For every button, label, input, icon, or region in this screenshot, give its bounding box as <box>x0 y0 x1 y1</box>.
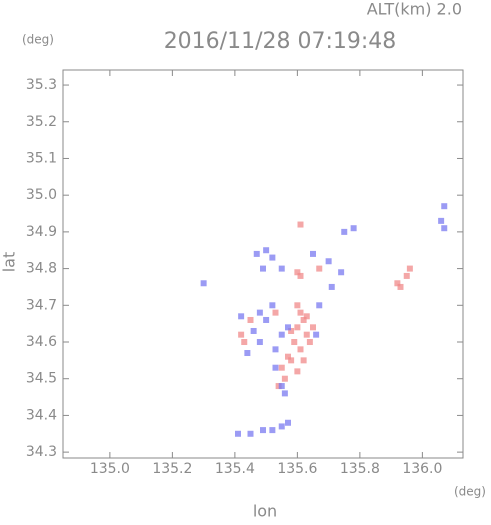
echo-point <box>441 203 448 210</box>
echo-point <box>253 250 260 257</box>
echo-point <box>406 265 413 272</box>
y-unit: (deg) <box>22 33 54 47</box>
x-tick-label: 135.6 <box>277 461 317 477</box>
echo-point <box>278 265 285 272</box>
echo-point <box>269 302 276 309</box>
echo-point <box>278 383 285 390</box>
echo-point <box>244 350 251 357</box>
echo-point <box>269 254 276 261</box>
echo-point <box>250 327 257 334</box>
echo-point <box>297 309 304 316</box>
echo-point <box>306 339 313 346</box>
echo-point <box>328 283 335 290</box>
echo-point <box>278 423 285 430</box>
echo-point <box>281 375 288 382</box>
echo-point <box>281 390 288 397</box>
altitude-label: ALT(km) 2.0 <box>367 0 462 19</box>
echo-point <box>238 313 245 320</box>
echo-point <box>341 228 348 235</box>
echo-point <box>238 331 245 338</box>
echo-point <box>256 339 263 346</box>
echo-point <box>310 250 316 257</box>
x-tick-label: 136.0 <box>402 461 442 477</box>
echo-point <box>397 283 404 290</box>
echo-point <box>294 324 301 331</box>
y-axis-label: lat <box>0 252 19 273</box>
echo-point <box>316 302 323 309</box>
echo-point <box>291 339 298 346</box>
echo-point <box>200 280 207 287</box>
echo-point <box>313 331 320 338</box>
echo-point <box>394 280 401 287</box>
echo-point <box>278 364 285 371</box>
x-tick-label: 135.8 <box>340 461 380 477</box>
echo-point <box>297 346 304 353</box>
x-tick-label: 135.4 <box>215 461 255 477</box>
x-tick-label: 135.0 <box>90 461 130 477</box>
echo-point <box>247 316 254 323</box>
y-tick-label: 34.3 <box>26 444 57 460</box>
echo-point <box>288 327 295 334</box>
y-tick-label: 34.5 <box>26 371 57 387</box>
x-axis-label: lon <box>253 502 277 521</box>
y-tick-label: 34.4 <box>26 407 57 423</box>
echo-point <box>241 339 248 346</box>
echo-point <box>275 383 282 390</box>
echo-point <box>294 269 301 276</box>
echo-point <box>260 427 266 434</box>
echo-point <box>297 272 304 279</box>
echo-point <box>235 430 241 437</box>
y-tick-label: 35.1 <box>26 150 57 166</box>
y-tick-label: 34.8 <box>26 261 57 277</box>
y-tick-label: 34.9 <box>26 224 57 240</box>
echo-point <box>338 269 345 276</box>
echo-point <box>256 309 263 316</box>
echo-point <box>272 364 279 371</box>
echo-point <box>300 316 307 323</box>
echo-point <box>300 357 307 364</box>
echo-point <box>260 265 266 272</box>
echo-point <box>403 272 410 279</box>
echo-point <box>297 221 304 228</box>
echo-point <box>285 419 291 426</box>
x-tick-label: 135.2 <box>152 461 192 477</box>
x-unit: (deg) <box>454 485 486 499</box>
echo-point <box>441 225 448 232</box>
echo-point <box>303 331 310 338</box>
y-tick-label: 35.0 <box>26 187 57 203</box>
echo-point <box>269 427 276 434</box>
echo-point <box>285 353 291 360</box>
echo-point <box>438 217 445 224</box>
echo-point <box>303 313 310 320</box>
echo-point <box>288 357 295 364</box>
echo-point <box>272 309 279 316</box>
y-tick-label: 35.3 <box>26 77 57 93</box>
echo-point <box>294 368 301 375</box>
echo-point <box>350 225 357 232</box>
y-tick-label: 35.2 <box>26 114 57 130</box>
echo-point <box>272 346 279 353</box>
y-tick-label: 34.7 <box>26 297 57 313</box>
echo-point <box>263 247 270 254</box>
plot-frame <box>62 69 464 459</box>
echo-point <box>278 331 285 338</box>
chart-title: 2016/11/28 07:19:48 <box>164 29 397 54</box>
echo-point <box>325 258 332 265</box>
echo-point <box>285 324 291 331</box>
y-tick-label: 34.6 <box>26 334 57 350</box>
echo-point <box>294 302 301 309</box>
echo-point <box>247 430 254 437</box>
echo-point <box>310 324 316 331</box>
echo-point <box>316 265 323 272</box>
echo-point <box>263 316 270 323</box>
